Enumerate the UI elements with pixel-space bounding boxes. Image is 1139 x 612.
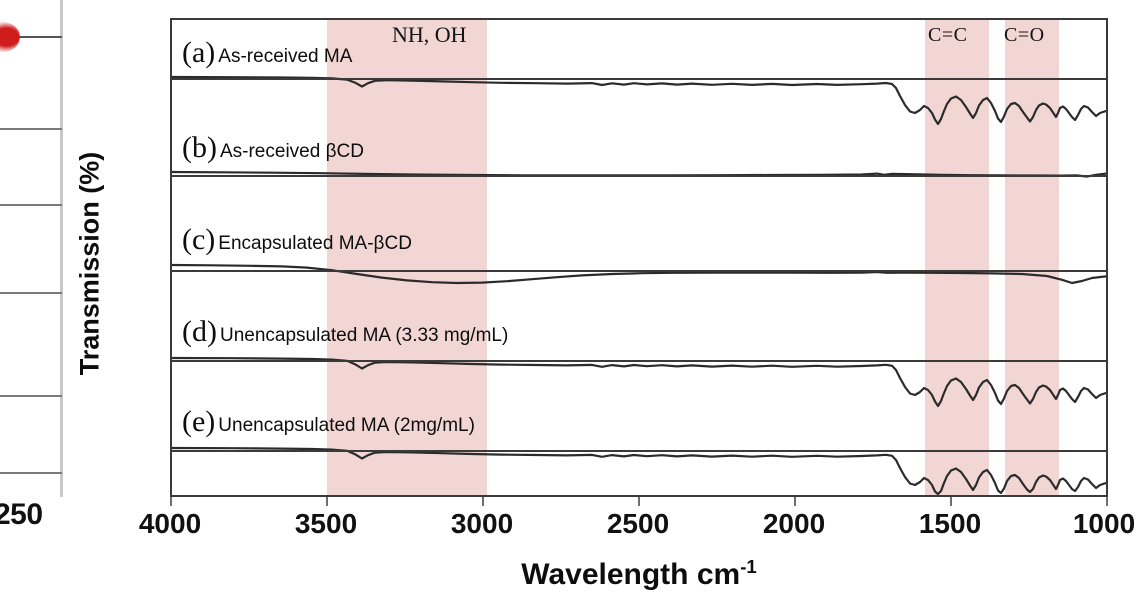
trace-name-c: Encapsulated MA-βCD <box>218 233 412 254</box>
left-fragment-tick <box>0 128 62 130</box>
annotation-nh-oh: NH, OH <box>392 22 467 47</box>
x-tick-label: 1500 <box>918 508 982 539</box>
left-fragment-tick <box>0 204 62 206</box>
trace-d <box>172 356 1106 408</box>
x-tick-label: 1000 <box>1072 508 1136 539</box>
spectra-traces <box>172 75 1106 495</box>
left-fragment-tick <box>0 472 62 474</box>
trace-label-c: (c) Encapsulated MA-βCD <box>182 225 412 255</box>
trace-letter-d: (d) <box>182 315 217 348</box>
x-tick <box>794 497 796 506</box>
left-partial-figure: 250 <box>0 0 72 612</box>
trace-e <box>172 446 1106 495</box>
panel-separator <box>172 270 1106 272</box>
x-axis-title-text: Wavelength cm <box>521 558 741 591</box>
trace-label-a: (a) As-received MA <box>182 38 352 68</box>
x-axis-title-exponent: -1 <box>740 556 757 577</box>
x-axis-title: Wavelength cm-1 <box>170 556 1108 592</box>
annotation-c-c: C=C <box>928 24 968 46</box>
x-tick <box>326 497 328 506</box>
left-fragment-axis <box>60 0 63 497</box>
x-tick <box>638 497 640 506</box>
x-axis: 4000 3500 3000 2500 2000 1500 1000 <box>139 497 1135 539</box>
highlight-band-c-c <box>925 20 989 495</box>
highlight-band-c-o <box>1005 20 1059 495</box>
left-fragment-red-marker <box>0 22 20 52</box>
trace-label-d: (d) Unencapsulated MA (3.33 mg/mL) <box>182 317 508 347</box>
trace-label-e: (e) Unencapsulated MA (2mg/mL) <box>182 407 475 437</box>
trace-a <box>172 75 1106 126</box>
x-tick <box>950 497 952 506</box>
x-tick <box>1106 497 1108 506</box>
trace-name-d: Unencapsulated MA (3.33 mg/mL) <box>219 325 509 346</box>
x-tick-label: 3000 <box>450 508 514 539</box>
trace-letter-b: (b) <box>182 131 217 164</box>
highlight-band-nh-oh <box>327 20 487 495</box>
trace-name-e: Unencapsulated MA (2mg/mL) <box>218 415 475 436</box>
left-fragment-datum-line <box>10 36 62 38</box>
y-axis-title: Transmission (%) <box>74 151 105 376</box>
annotation-c-o: C=O <box>1004 24 1045 46</box>
trace-letter-e: (e) <box>182 405 216 438</box>
trace-letter-c: (c) <box>182 223 216 256</box>
trace-label-b: (b) As-received βCD <box>182 133 364 163</box>
trace-name-a: As-received MA <box>218 46 353 67</box>
x-tick-label: 3500 <box>294 508 358 539</box>
x-tick-label: 2000 <box>762 508 826 539</box>
x-tick-label: 2500 <box>606 508 670 539</box>
x-tick <box>170 497 172 506</box>
trace-name-b: As-received βCD <box>219 141 364 162</box>
x-tick-label: 4000 <box>138 508 202 539</box>
left-fragment-tick <box>0 292 62 294</box>
x-tick <box>482 497 484 506</box>
panel-separator <box>172 360 1106 362</box>
panel-separator <box>172 175 1106 177</box>
left-fragment-tick <box>0 395 62 397</box>
plot-area: (a) As-received MA (b) As-received βCD (… <box>170 18 1108 497</box>
trace-c <box>172 263 1106 285</box>
panel-separator <box>172 450 1106 452</box>
trace-letter-a: (a) <box>182 36 216 69</box>
left-fragment-tick-label: 250 <box>0 498 43 531</box>
panel-separator <box>172 78 1106 80</box>
